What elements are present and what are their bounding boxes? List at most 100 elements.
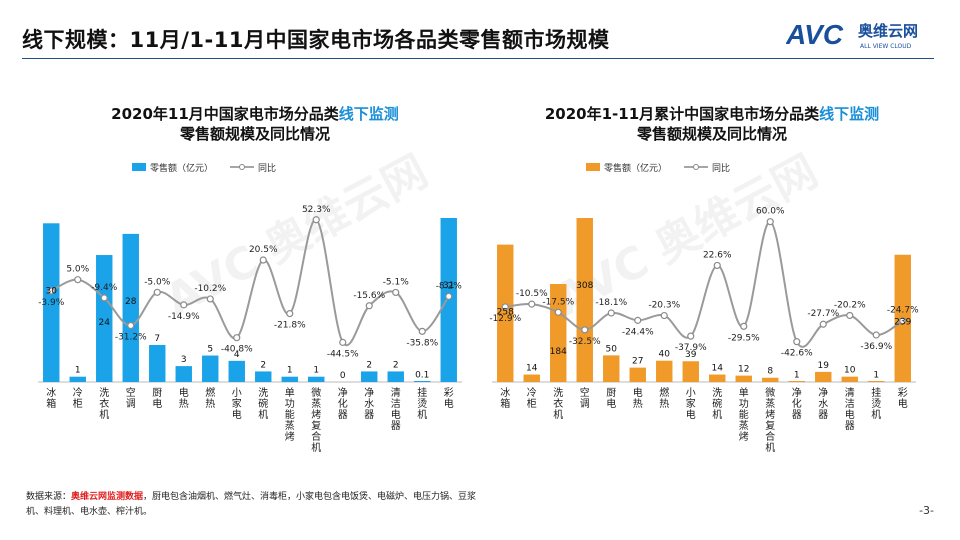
yoy-point-9 [740, 322, 748, 330]
category-label-8: 洗碗机 [258, 387, 268, 421]
yoy-label-5: -14.9% [168, 312, 200, 322]
bar-0 [497, 244, 514, 382]
yoy-label-6: -10.2% [194, 284, 226, 294]
yoy-point-10 [766, 218, 774, 226]
yoy-label-11: -42.6% [781, 349, 813, 359]
yoy-label-9: -21.8% [274, 321, 306, 331]
logo-brand-text: 奥维云网 [858, 22, 918, 40]
category-label-5: 电热 [179, 386, 189, 410]
category-label-9: 单功能蒸烤 [739, 387, 749, 443]
yoy-point-15 [899, 317, 907, 325]
bar-label-0: 258 [497, 308, 514, 318]
bar-label-6: 40 [659, 350, 671, 360]
category-label-11: 净化器 [338, 386, 348, 421]
legend-line-marker [239, 164, 245, 170]
yoy-point-12 [819, 320, 827, 328]
category-label-13: 清洁电器 [845, 386, 855, 432]
yoy-label-12: -27.7% [807, 309, 839, 319]
bar-label-7: 4 [234, 350, 240, 360]
bar-label-14: 1 [873, 370, 879, 380]
bar-7 [682, 361, 699, 382]
yoy-label-7: -37.9% [675, 343, 707, 353]
bar-label-13: 2 [393, 360, 399, 370]
bar-label-7: 39 [685, 350, 697, 360]
yoy-point-4 [153, 288, 161, 296]
bar-label-5: 27 [632, 357, 643, 367]
yoy-label-0: -12.9% [489, 314, 521, 324]
source-body: ，厨电包含油烟机、燃气灶、消毒柜，小家电包含电饭煲、电磁炉、电压力锅、豆浆机、料… [26, 492, 477, 517]
category-label-2: 洗衣机 [99, 387, 109, 421]
yoy-label-4: -18.1% [595, 298, 627, 308]
category-label-15: 彩电 [898, 387, 908, 410]
yoy-point-5 [634, 316, 642, 324]
bar-12 [815, 371, 832, 382]
category-label-2: 洗衣机 [553, 387, 563, 421]
bar-14 [868, 381, 885, 382]
bar-6 [202, 355, 219, 382]
yoy-point-7 [687, 332, 695, 340]
category-label-12: 净水器 [364, 386, 374, 421]
bar-4 [603, 355, 620, 382]
chart-monthly: 零售额（亿元） 同比 -3.9% 5.0%-9.4% -31.2% -5.0% -14.9%… [38, 162, 462, 454]
category-label-0: 冰箱 [46, 386, 56, 410]
bar-15 [440, 218, 457, 382]
yoy-point-0 [47, 287, 55, 295]
category-label-9: 单功能蒸烤 [285, 387, 295, 443]
yoy-point-14 [872, 331, 880, 339]
bar-label-2: 184 [550, 347, 567, 357]
yoy-point-0 [501, 303, 509, 311]
yoy-label-10: 60.0% [756, 207, 785, 217]
bar-label-11: 0 [340, 371, 346, 381]
bar-9 [735, 375, 752, 382]
yoy-label-14: -36.9% [860, 342, 892, 352]
category-label-6: 燃热 [205, 386, 215, 410]
title-divider [22, 58, 934, 59]
bar-8 [709, 374, 726, 382]
bar-13 [841, 376, 858, 382]
yoy-point-1 [74, 276, 82, 284]
yoy-label-5: -24.4% [622, 327, 654, 337]
bar-label-8: 14 [712, 364, 724, 374]
yoy-point-13 [392, 288, 400, 297]
yoy-point-1 [528, 300, 536, 308]
bar-label-8: 2 [260, 360, 266, 370]
category-label-15: 彩电 [444, 387, 454, 410]
category-label-13: 清洁电器 [391, 386, 401, 432]
bar-label-0: 30 [46, 286, 58, 296]
yoy-point-10 [312, 216, 320, 224]
bar-4 [149, 344, 166, 382]
category-label-3: 空调 [580, 386, 590, 410]
source-highlight: 奥维云网监测数据 [71, 492, 144, 502]
category-label-3: 空调 [126, 386, 136, 410]
legend: 零售额（亿元） 同比 [586, 162, 730, 174]
category-label-4: 厨电 [152, 387, 162, 410]
yoy-point-4 [607, 309, 615, 317]
yoy-label-15: -24.7% [887, 306, 919, 316]
yoy-point-13 [846, 311, 854, 320]
chart-title-left-hl: 线下监测 [338, 105, 399, 123]
bar-label-13: 10 [844, 366, 856, 376]
chart-title-right: 2020年1-11月累计中国家电市场分品类线下监测 零售额规模及同比情况 [492, 104, 932, 144]
bar-6 [656, 360, 673, 382]
yoy-label-2: -17.5% [542, 297, 574, 307]
chart-title-right-hl: 线下监测 [819, 105, 880, 123]
bar-label-10: 1 [313, 366, 319, 376]
yoy-point-11 [793, 338, 801, 346]
bar-label-12: 19 [818, 361, 830, 371]
category-label-10: 微蒸烤复合机 [765, 386, 775, 454]
yoy-label-13: -5.1% [383, 277, 410, 287]
yoy-point-2 [554, 308, 562, 316]
bar-label-14: 0.1 [415, 370, 429, 380]
yoy-label-12: -15.6% [353, 291, 385, 301]
yoy-label-0: -3.9% [38, 298, 65, 308]
bar-label-3: 28 [125, 297, 137, 307]
yoy-label-7: -40.8% [221, 345, 253, 355]
bar-label-5: 3 [181, 355, 187, 365]
yoy-point-3 [581, 326, 589, 334]
yoy-point-6 [660, 311, 668, 320]
yoy-point-8 [713, 261, 721, 270]
chart-title-left-b: 零售额规模及同比情况 [179, 125, 330, 143]
category-label-1: 冷柜 [527, 386, 537, 410]
yoy-point-2 [100, 294, 108, 302]
yoy-label-1: 5.0% [66, 265, 89, 275]
